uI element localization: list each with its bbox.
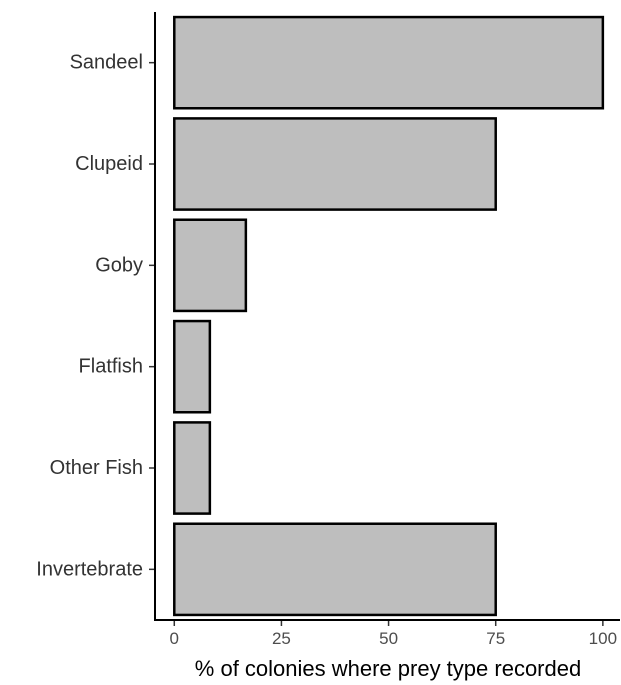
bars-layer <box>173 15 605 617</box>
y-tick-label-sandeel: Sandeel <box>70 52 143 74</box>
x-axis-ticks: 0 25 50 75 100 <box>170 620 617 648</box>
y-tick-label-flatfish: Flatfish <box>79 356 143 378</box>
x-tick-label: 25 <box>272 629 291 648</box>
bar-clupeid <box>173 117 497 211</box>
x-tick-label: 100 <box>589 629 617 648</box>
bar-invertebrate <box>173 522 497 617</box>
y-tick-label-invertebrate: Invertebrate <box>36 558 143 580</box>
y-tick-label-goby: Goby <box>95 254 143 276</box>
x-axis-title: % of colonies where prey type recorded <box>195 656 581 681</box>
bar-sandeel <box>173 15 605 110</box>
x-tick-label: 0 <box>170 629 179 648</box>
y-tick-label-clupeid: Clupeid <box>75 153 143 175</box>
x-tick-label: 50 <box>379 629 398 648</box>
bar-goby <box>173 218 248 313</box>
y-tick-label-other-fish: Other Fish <box>50 457 143 479</box>
bar-other-fish <box>173 421 212 515</box>
bar-flatfish <box>173 319 212 414</box>
x-tick-label: 75 <box>486 629 505 648</box>
y-axis-ticks: Sandeel Clupeid Goby Flatfish Other Fish Inve… <box>36 52 155 580</box>
